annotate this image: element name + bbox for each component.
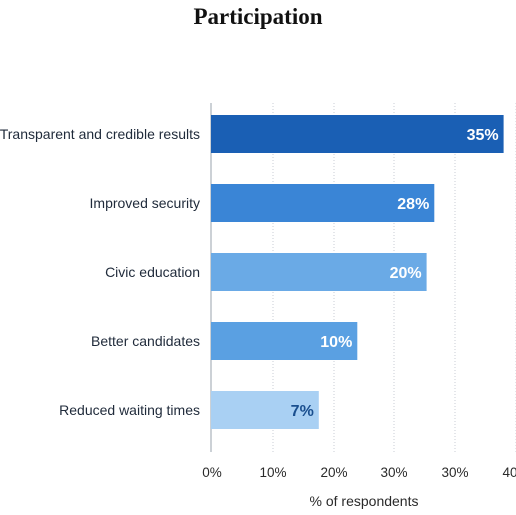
value-label: 35% [467, 127, 499, 144]
value-label: 10% [320, 334, 352, 351]
value-label: 28% [397, 196, 429, 213]
x-tick-label: 30% [441, 465, 468, 480]
bar [211, 391, 319, 429]
x-tick-label: 20% [320, 465, 347, 480]
x-tick-label: 10% [259, 465, 286, 480]
x-tick-label: 30% [380, 465, 407, 480]
x-tick-label: 0% [202, 465, 222, 480]
x-axis-title: % of respondents [310, 493, 419, 509]
value-label: 20% [390, 265, 422, 282]
category-label: Civic education [105, 264, 200, 280]
value-label: 7% [291, 403, 314, 420]
bar [211, 322, 358, 360]
page-title: Participation [193, 4, 323, 29]
x-tick-label: 40% [502, 465, 516, 480]
x-ticks-group: 0% 10% 20% 30% 30% 40% [202, 465, 516, 480]
bars-group: Transparent and credible results 35% Impro… [0, 115, 504, 429]
category-label: Improved security [90, 195, 200, 211]
bar [211, 184, 435, 222]
category-label: Better candidates [91, 333, 200, 349]
bar [211, 115, 504, 153]
bar [211, 253, 427, 291]
category-label: Reduced waiting times [59, 402, 200, 418]
category-label: Transparent and credible results [0, 126, 200, 142]
